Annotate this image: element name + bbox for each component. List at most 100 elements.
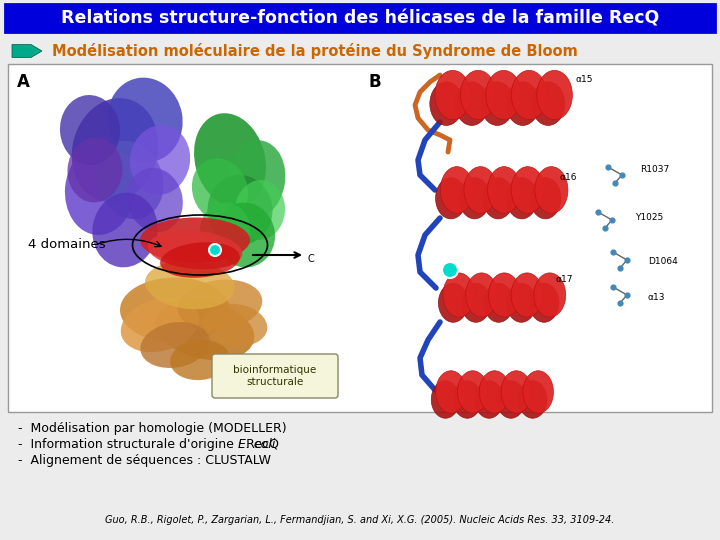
Point (602, 163, 613, 171)
Point (621, 255, 633, 264)
Text: bioinformatique
structurale: bioinformatique structurale (233, 365, 317, 387)
Ellipse shape (194, 113, 266, 207)
Text: α16: α16 (560, 173, 577, 183)
Ellipse shape (65, 145, 135, 235)
Point (614, 264, 626, 272)
Ellipse shape (511, 167, 544, 213)
Ellipse shape (436, 371, 466, 413)
Text: Y1025: Y1025 (635, 213, 663, 222)
Ellipse shape (535, 167, 568, 213)
Ellipse shape (435, 70, 471, 120)
Text: D1064: D1064 (648, 258, 678, 267)
Text: Relations structure-fonction des hélicases de la famille RecQ: Relations structure-fonction des hélicas… (61, 9, 659, 27)
Ellipse shape (481, 82, 514, 125)
Ellipse shape (92, 193, 158, 267)
Ellipse shape (464, 167, 497, 213)
Text: -  Information structurale d'origine : RecQ: - Information structurale d'origine : Re… (18, 438, 283, 451)
Point (616, 171, 628, 179)
Ellipse shape (192, 158, 248, 222)
Ellipse shape (225, 140, 285, 220)
Text: 4 domaines: 4 domaines (28, 239, 106, 252)
Ellipse shape (459, 178, 490, 219)
Ellipse shape (507, 284, 536, 322)
Bar (5, 4, 715, 32)
Ellipse shape (483, 178, 513, 219)
Text: Guo, R.B., Rigolet, P., Zargarian, L., Fermandjian, S. and Xi, X.G. (2005). Nucl: Guo, R.B., Rigolet, P., Zargarian, L., F… (105, 515, 615, 525)
Text: C: C (307, 254, 314, 264)
Ellipse shape (529, 284, 559, 322)
Text: -  Modélisation par homologie (MODELLER): - Modélisation par homologie (MODELLER) (18, 422, 287, 435)
Ellipse shape (148, 231, 243, 269)
Ellipse shape (60, 95, 120, 165)
Circle shape (209, 244, 221, 256)
Ellipse shape (531, 82, 564, 125)
Text: A: A (17, 73, 30, 91)
Ellipse shape (203, 303, 267, 346)
Ellipse shape (523, 371, 554, 413)
Ellipse shape (160, 242, 240, 278)
Ellipse shape (488, 273, 521, 317)
FancyBboxPatch shape (212, 354, 338, 398)
Ellipse shape (501, 371, 531, 413)
Ellipse shape (170, 340, 230, 380)
Point (599, 224, 611, 232)
Bar (8, 64, 712, 412)
Circle shape (442, 262, 458, 278)
Text: α15: α15 (575, 76, 593, 84)
Ellipse shape (68, 138, 122, 202)
Ellipse shape (453, 381, 482, 418)
Text: R1037: R1037 (640, 165, 670, 174)
Text: α13: α13 (648, 293, 665, 301)
Point (609, 179, 621, 187)
Ellipse shape (484, 284, 513, 322)
Text: -  Alignement de séquences : CLUSTALW: - Alignement de séquences : CLUSTALW (18, 454, 271, 467)
Ellipse shape (121, 298, 199, 352)
Ellipse shape (455, 82, 488, 125)
Point (607, 282, 618, 291)
Ellipse shape (511, 273, 543, 317)
Ellipse shape (431, 381, 459, 418)
Ellipse shape (200, 202, 250, 258)
Ellipse shape (530, 178, 561, 219)
Ellipse shape (440, 167, 473, 213)
Point (593, 208, 604, 217)
Ellipse shape (536, 70, 572, 120)
Text: Modélisation moléculaire de la protéine du Syndrome de Bloom: Modélisation moléculaire de la protéine … (52, 43, 577, 59)
Ellipse shape (497, 381, 525, 418)
Ellipse shape (506, 178, 537, 219)
Ellipse shape (235, 180, 285, 240)
Ellipse shape (460, 70, 496, 120)
Ellipse shape (156, 300, 254, 360)
Ellipse shape (430, 82, 463, 125)
Ellipse shape (475, 381, 503, 418)
Ellipse shape (107, 78, 183, 163)
Point (606, 215, 618, 224)
Ellipse shape (178, 280, 262, 330)
Ellipse shape (145, 261, 235, 309)
Ellipse shape (215, 202, 275, 267)
FancyArrow shape (12, 44, 42, 57)
Ellipse shape (518, 381, 547, 418)
Ellipse shape (443, 273, 474, 317)
Ellipse shape (486, 70, 521, 120)
Ellipse shape (466, 273, 498, 317)
Ellipse shape (207, 175, 272, 245)
Point (614, 299, 626, 307)
Ellipse shape (457, 371, 488, 413)
Text: α17: α17 (556, 275, 574, 285)
Ellipse shape (511, 70, 547, 120)
Ellipse shape (120, 278, 230, 342)
Text: E. coli: E. coli (238, 438, 275, 451)
Point (607, 248, 618, 256)
Ellipse shape (436, 178, 467, 219)
Ellipse shape (461, 284, 491, 322)
Ellipse shape (72, 98, 158, 202)
Text: B: B (368, 73, 381, 91)
Ellipse shape (130, 125, 190, 195)
Ellipse shape (480, 371, 510, 413)
Ellipse shape (140, 322, 210, 368)
Ellipse shape (127, 168, 183, 232)
Ellipse shape (487, 167, 521, 213)
Ellipse shape (96, 141, 163, 219)
Ellipse shape (140, 218, 250, 262)
